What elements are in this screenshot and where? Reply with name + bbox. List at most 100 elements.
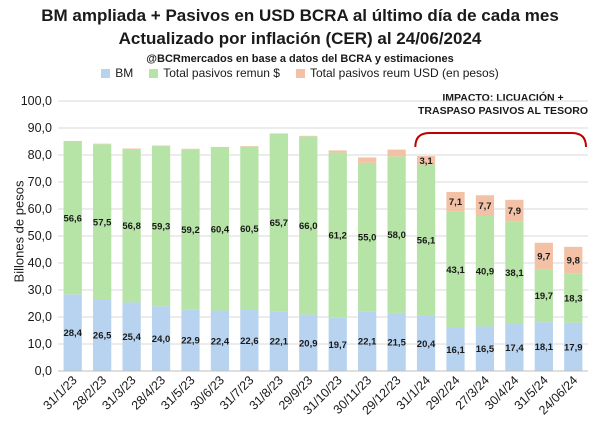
bar-usd xyxy=(299,135,318,137)
bar-remun xyxy=(63,141,82,295)
bar-remun xyxy=(151,146,171,307)
data-label-bm: 20,9 xyxy=(299,338,318,349)
bar-bm xyxy=(446,327,465,371)
data-label-usd: 9,7 xyxy=(537,251,550,262)
y-tick-label: 40,0 xyxy=(28,256,52,270)
data-label-bm: 28,4 xyxy=(63,328,82,339)
data-label-remun: 56,1 xyxy=(417,236,436,247)
data-label-bm: 22,1 xyxy=(270,337,289,348)
bar-remun xyxy=(534,268,553,323)
bar-usd xyxy=(358,157,377,163)
data-label-remun: 61,2 xyxy=(328,231,347,242)
legend-swatch-remun xyxy=(149,68,159,78)
bar-usd xyxy=(151,145,171,147)
data-label-remun: 40,9 xyxy=(476,267,495,278)
bar-bm xyxy=(210,310,230,371)
y-tick-label: 70,0 xyxy=(28,175,52,189)
legend-item-bm: BM xyxy=(101,66,133,80)
y-tick-label: 20,0 xyxy=(28,310,52,324)
bar-remun xyxy=(446,211,465,328)
chart-title-line-2: Actualizado por inflación (CER) al 24/06… xyxy=(118,29,482,48)
bar-bm xyxy=(564,322,583,371)
data-label-remun: 19,7 xyxy=(535,291,554,302)
bar-bm xyxy=(475,326,495,371)
data-label-bm: 22,4 xyxy=(211,336,230,347)
bar-usd xyxy=(505,199,524,222)
bar-usd xyxy=(210,146,230,148)
legend: BM Total pasivos remun $ Total pasivos r… xyxy=(0,66,600,80)
y-tick-label: 100,0 xyxy=(21,94,52,108)
data-label-bm: 25,4 xyxy=(122,332,141,343)
bar-remun xyxy=(505,221,524,325)
data-label-usd: 7,1 xyxy=(449,197,463,208)
bar-bm xyxy=(505,324,524,371)
bar-bm xyxy=(93,299,112,371)
bar-remun xyxy=(564,273,583,323)
bar-bm xyxy=(122,302,141,371)
data-label-usd: 9,8 xyxy=(567,256,580,267)
bar-remun xyxy=(240,146,259,310)
data-label-remun: 43,1 xyxy=(446,265,465,276)
bar-bm xyxy=(387,312,406,371)
y-tick-label: 30,0 xyxy=(28,283,52,297)
data-label-bm: 24,0 xyxy=(152,334,171,345)
annotation-bracket xyxy=(414,132,587,148)
data-label-bm: 26,5 xyxy=(93,331,112,342)
bar-remun xyxy=(475,216,495,327)
data-label-remun: 38,1 xyxy=(505,268,524,279)
y-tick-label: 50,0 xyxy=(28,229,52,243)
bar-bm xyxy=(63,294,82,371)
data-label-remun: 56,6 xyxy=(63,213,82,224)
data-label-bm: 22,6 xyxy=(240,336,259,347)
legend-label-bm: BM xyxy=(115,66,134,80)
legend-swatch-bm xyxy=(101,68,111,78)
data-label-remun: 58,0 xyxy=(387,230,406,241)
data-label-remun: 60,5 xyxy=(240,224,259,235)
bar-usd xyxy=(534,242,553,269)
data-label-remun: 66,0 xyxy=(299,221,318,232)
bar-bm xyxy=(269,311,288,371)
bar-usd xyxy=(93,143,112,145)
data-label-bm: 22,9 xyxy=(181,336,200,347)
data-label-bm: 19,7 xyxy=(328,340,347,351)
bar-usd xyxy=(564,246,583,274)
data-label-remun: 60,4 xyxy=(211,224,230,235)
legend-label-usd: Total pasivos reum USD (en pesos) xyxy=(309,66,499,80)
bar-bm xyxy=(240,309,259,371)
bar-remun xyxy=(299,136,318,315)
chart-subtitle: @BCRmercados en base a datos del BCRA y … xyxy=(146,53,454,65)
legend-label-remun: Total pasivos remun $ xyxy=(163,66,280,80)
data-label-bm: 17,9 xyxy=(564,342,583,353)
data-label-bm: 16,5 xyxy=(476,344,495,355)
bar-usd xyxy=(63,140,82,142)
chart-title: BM ampliada + Pasivos en USD BCRA al últ… xyxy=(41,6,559,25)
data-label-bm: 18,1 xyxy=(535,342,554,353)
bar-bm xyxy=(358,311,377,371)
data-label-remun: 57,5 xyxy=(93,217,112,228)
bar-remun xyxy=(358,162,377,312)
bar-usd xyxy=(181,148,200,150)
data-label-bm: 17,4 xyxy=(505,343,524,354)
bar-bm xyxy=(416,315,436,371)
bar-remun xyxy=(93,144,112,300)
bar-bm xyxy=(151,306,171,371)
data-label-remun: 18,3 xyxy=(564,293,583,304)
bar-remun xyxy=(210,147,230,311)
bar-usd xyxy=(122,148,141,150)
bar-usd xyxy=(475,195,495,217)
bar-remun xyxy=(122,149,141,303)
y-tick-label: 80,0 xyxy=(28,148,52,162)
data-label-remun: 65,7 xyxy=(270,218,289,229)
bar-remun xyxy=(269,133,288,312)
bar-usd xyxy=(269,133,288,134)
y-tick-label: 90,0 xyxy=(28,121,52,135)
data-label-bm: 22,1 xyxy=(358,337,377,348)
bar-bm xyxy=(299,314,318,371)
data-label-bm: 16,1 xyxy=(446,345,465,356)
data-label-usd: 3,1 xyxy=(419,156,433,167)
bar-usd xyxy=(328,150,347,153)
bar-usd xyxy=(240,146,259,147)
y-tick-label: 60,0 xyxy=(28,202,52,216)
data-label-remun: 59,3 xyxy=(152,222,171,233)
